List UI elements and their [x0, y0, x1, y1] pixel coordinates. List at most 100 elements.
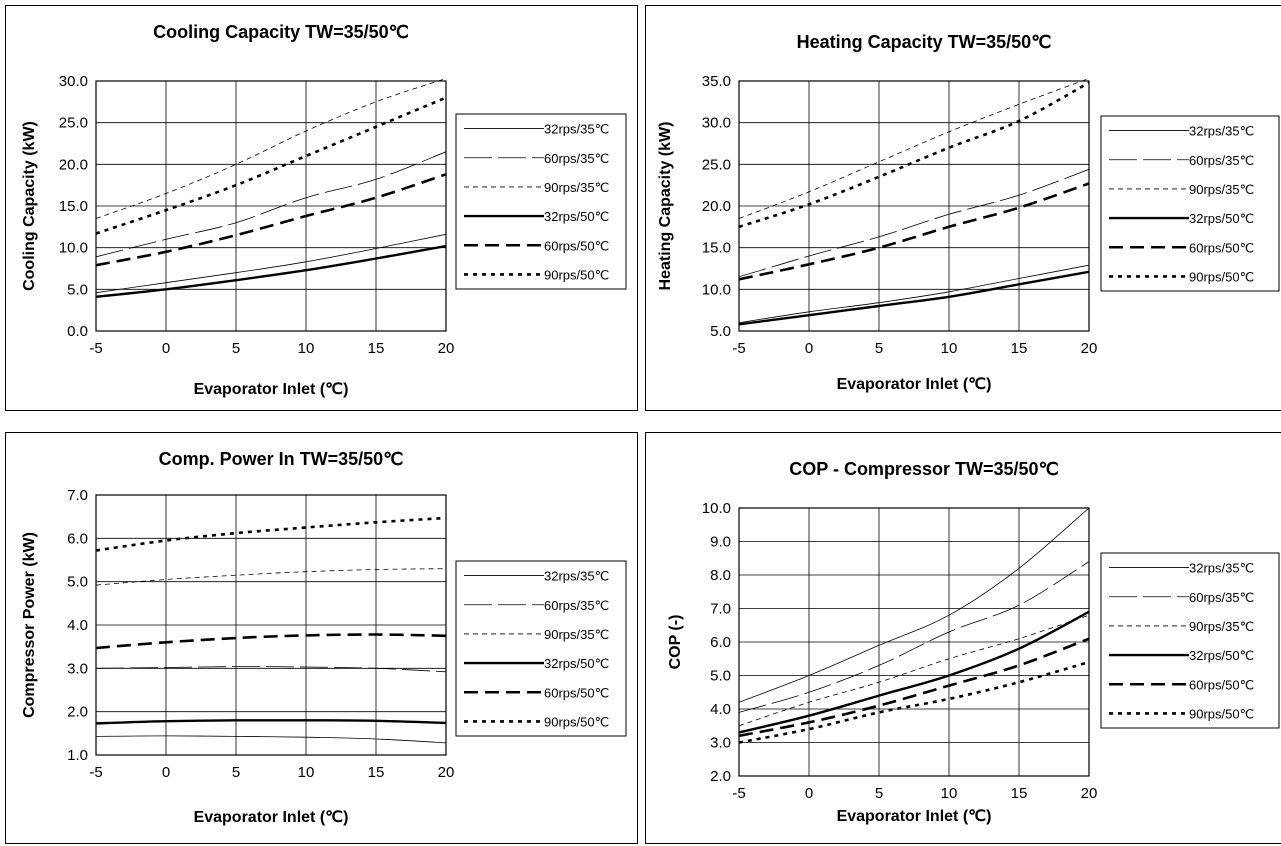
series-line [96, 96, 446, 235]
y-tick-label: 0.0 [67, 323, 88, 340]
chart-title: Comp. Power In TW=35/50℃ [159, 449, 404, 469]
legend-label: 32rps/50℃ [1189, 648, 1254, 663]
legend-box [1100, 552, 1280, 729]
x-tick-label: 10 [298, 764, 315, 781]
y-tick-label: 10.0 [59, 240, 88, 257]
series-line [739, 507, 1089, 703]
series-line [96, 244, 446, 298]
x-tick-label: -5 [732, 785, 745, 802]
legend-label: 32rps/35℃ [1189, 561, 1254, 576]
chart-svg: COP - Compressor TW=35/50℃ 2.0 3.0 4.0 5.0 6.… [667, 459, 1280, 825]
y-tick-label: 5.0 [710, 323, 731, 340]
x-tick-label: -5 [89, 764, 102, 781]
y-tick-label: 4.0 [67, 617, 88, 634]
y-tick-label: 8.0 [710, 567, 731, 584]
y-tick-label: 9.0 [710, 534, 731, 551]
chart-title: Cooling Capacity TW=35/50℃ [153, 22, 409, 42]
series-line [96, 173, 446, 267]
chart-panel-compressor-power: Comp. Power In TW=35/50℃ 1.0 2.0 3.0 4.0 5.0 6… [5, 432, 638, 844]
legend-label: 32rps/50℃ [544, 209, 609, 224]
legend-box [455, 113, 627, 290]
legend-label: 60rps/35℃ [544, 151, 609, 166]
chart-panel-cooling-capacity: Cooling Capacity TW=35/50℃ 0.0 5.0 10.0 15.0… [5, 5, 638, 411]
series-line [96, 666, 446, 673]
y-tick-label: 5.0 [67, 281, 88, 298]
x-tick-label: 10 [941, 340, 958, 357]
legend-label: 90rps/35℃ [544, 180, 609, 195]
chart-svg: Cooling Capacity TW=35/50℃ 0.0 5.0 10.0 15.0… [21, 22, 627, 398]
x-tick-label: -5 [89, 340, 102, 357]
legend-label: 90rps/50℃ [1189, 269, 1254, 284]
x-tick-label: 20 [1081, 340, 1098, 357]
y-tick-label: 7.0 [67, 487, 88, 504]
y-tick-label: 25.0 [59, 115, 88, 132]
legend-label: 32rps/35℃ [544, 569, 609, 584]
x-tick-label: 15 [1011, 785, 1028, 802]
x-tick-label: 5 [232, 764, 240, 781]
x-tick-label: 5 [875, 340, 883, 357]
legend-label: 32rps/35℃ [1189, 124, 1254, 139]
chart-panel-heating-capacity: Heating Capacity TW=35/50℃ 5.0 10.0 15.0 20.… [645, 5, 1281, 411]
y-tick-label: 4.0 [710, 701, 731, 718]
plot-border [738, 507, 1090, 777]
y-tick-label: 5.0 [67, 574, 88, 591]
y-tick-label: 30.0 [702, 115, 731, 132]
y-tick-label: 20.0 [59, 156, 88, 173]
series-line [739, 81, 1089, 229]
plot-border [95, 494, 447, 756]
series-line [739, 610, 1089, 734]
y-tick-label: 20.0 [702, 198, 731, 215]
series-line [739, 182, 1089, 281]
series-line [739, 78, 1089, 219]
legend-label: 60rps/50℃ [1189, 240, 1254, 255]
legend-label: 60rps/50℃ [1189, 677, 1254, 692]
chart-svg: Comp. Power In TW=35/50℃ 1.0 2.0 3.0 4.0 5.0 6… [21, 449, 627, 826]
series-line [96, 719, 446, 725]
legend-label: 90rps/50℃ [544, 267, 609, 282]
legend-box [1100, 115, 1280, 292]
legend-label: 32rps/50℃ [544, 656, 609, 671]
chart-title: Heating Capacity TW=35/50℃ [797, 32, 1052, 52]
legend-label: 60rps/35℃ [1189, 590, 1254, 605]
legend-label: 60rps/35℃ [1189, 153, 1254, 168]
series-line [96, 633, 446, 650]
y-tick-label: 6.0 [710, 634, 731, 651]
y-tick-label: 6.0 [67, 530, 88, 547]
x-tick-label: 0 [162, 764, 170, 781]
x-tick-label: 20 [438, 340, 455, 357]
y-tick-label: 30.0 [59, 73, 88, 90]
legend-label: 90rps/35℃ [1189, 182, 1254, 197]
y-tick-label: 2.0 [67, 704, 88, 721]
legend-label: 60rps/50℃ [544, 238, 609, 253]
series-line [96, 151, 446, 258]
x-axis-label: Evaporator Inlet (℃) [837, 808, 992, 825]
y-tick-label: 1.0 [67, 747, 88, 764]
series-line [96, 233, 446, 294]
legend-label: 60rps/50℃ [544, 685, 609, 700]
series-line [739, 561, 1089, 713]
y-tick-label: 5.0 [710, 668, 731, 685]
series-line [96, 516, 446, 552]
chart-panel-cop-compressor: COP - Compressor TW=35/50℃ 2.0 3.0 4.0 5.0 6.… [645, 432, 1281, 844]
x-tick-label: 15 [1011, 340, 1028, 357]
x-tick-label: 15 [368, 340, 385, 357]
x-tick-label: 20 [438, 764, 455, 781]
series-line [739, 614, 1089, 727]
x-tick-label: 10 [298, 340, 315, 357]
y-tick-label: 3.0 [710, 735, 731, 752]
x-axis-label: Evaporator Inlet (℃) [837, 376, 992, 393]
x-axis-label: Evaporator Inlet (℃) [194, 809, 349, 826]
y-axis-label: Compressor Power (kW) [21, 532, 38, 718]
series-line [739, 168, 1089, 278]
legend-box [455, 560, 627, 737]
y-tick-label: 10.0 [702, 500, 731, 517]
plot-border [95, 80, 447, 332]
y-tick-label: 2.0 [710, 768, 731, 785]
chart-svg: Heating Capacity TW=35/50℃ 5.0 10.0 15.0 20.… [657, 32, 1280, 393]
legend-label: 90rps/50℃ [544, 714, 609, 729]
series-line [739, 270, 1089, 326]
y-tick-label: 15.0 [59, 198, 88, 215]
y-axis-label: Heating Capacity (kW) [657, 122, 674, 291]
series-line [96, 78, 446, 219]
legend-label: 90rps/50℃ [1189, 706, 1254, 721]
